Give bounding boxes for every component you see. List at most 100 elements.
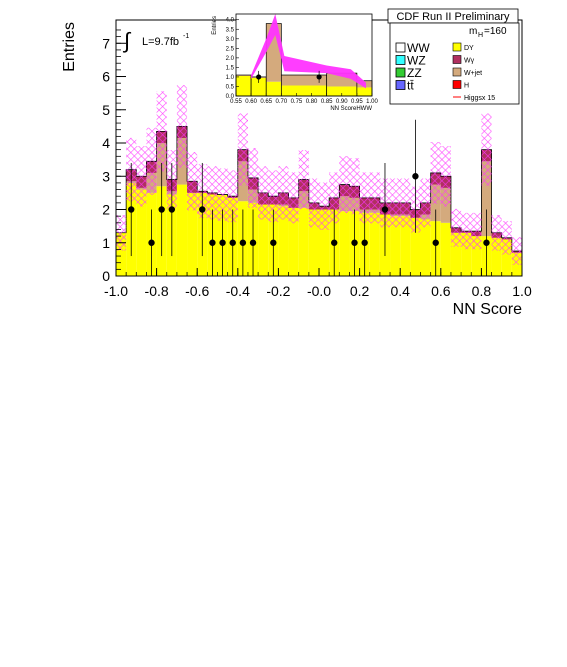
data-point: [128, 206, 135, 213]
y-tick-label: 7: [102, 35, 110, 51]
dy-bar: [258, 204, 269, 276]
inset-uncertainty-band: [251, 14, 366, 89]
data-point: [483, 239, 490, 246]
data-point: [168, 206, 176, 213]
dy-bar: [440, 222, 451, 276]
y-tick-label: 1: [102, 235, 110, 251]
x-tick-label: 0.6: [431, 283, 451, 299]
x-tick-label: -0.0: [307, 283, 331, 299]
y-tick-label: 5: [102, 102, 110, 118]
luminosity-exponent: -1: [183, 33, 189, 40]
inset-y-tick-label: 1.5: [226, 65, 235, 71]
inset-dy-bar: [326, 86, 357, 96]
inset-x-tick-label: 0.60: [245, 99, 257, 105]
integral-symbol: ∫: [122, 28, 132, 53]
data-point: [432, 239, 439, 246]
dy-bar: [410, 217, 421, 276]
x-tick-label: 0.8: [472, 283, 492, 299]
legend-swatch: [395, 55, 406, 65]
inset-y-tick-label: 2.0: [226, 56, 235, 62]
mass-subscript: H: [478, 32, 483, 39]
data-point: [199, 206, 206, 213]
x-tick-label: -0.6: [185, 283, 209, 299]
dy-bar: [339, 211, 350, 276]
data-point: [219, 239, 226, 246]
inset-x-tick-label: 0.80: [306, 99, 318, 105]
data-point: [158, 206, 165, 213]
chart-title: CDF Run II Preliminary: [396, 11, 510, 23]
dy-bar: [298, 207, 309, 276]
inset-dy-bar: [236, 75, 252, 96]
dy-bar: [420, 219, 431, 276]
dy-bar: [288, 207, 299, 276]
x-axis-label: NN Score: [453, 301, 522, 318]
y-tick-label: 3: [102, 168, 110, 184]
inset-x-tick-label: 0.55: [230, 99, 242, 105]
inset-dy-bar: [281, 85, 327, 96]
y-tick-label: 2: [102, 202, 110, 218]
x-tick-label: 1.0: [512, 283, 532, 299]
data-point: [239, 239, 247, 246]
legend-label: W+jet: [464, 70, 482, 77]
inset-plot: 0.55 0.60 0.65 0.70 0.75 0.80 0.85 0.90 0.95 1.00…: [212, 13, 378, 112]
inset-y-tick-label: 0.5: [226, 84, 235, 90]
inset-y-axis-label: Entries: [212, 16, 218, 35]
data-point: [249, 239, 257, 246]
inset-x-tick-label: 0.65: [260, 99, 272, 105]
inset-x-tick-label: 0.75: [291, 99, 303, 105]
legend-swatch: [452, 42, 462, 52]
dy-bar: [187, 192, 198, 276]
inset-y-tick-label: 3.5: [226, 27, 235, 33]
data-point: [229, 239, 236, 246]
inset-wjet-bar: [281, 75, 327, 86]
y-axis-label: Entries: [61, 22, 78, 72]
y-tick-label: 6: [102, 69, 110, 85]
data-point: [270, 239, 277, 246]
inset-dy-bar: [266, 81, 282, 96]
dy-bar: [176, 184, 188, 276]
inset-x-axis-label: NN ScoreHWW: [330, 106, 372, 112]
inset-frame: [235, 13, 373, 97]
legend-label: ZZ: [407, 66, 422, 80]
dy-bar: [136, 189, 147, 276]
data-point: [412, 173, 419, 180]
dy-bar: [491, 237, 502, 276]
dy-bar: [278, 206, 289, 276]
legend-swatch: [395, 67, 406, 78]
legend-label: WW: [407, 41, 430, 55]
dy-bar: [450, 232, 462, 276]
legend-swatch: [452, 80, 462, 89]
inset-y-tick-label: 2.5: [226, 46, 235, 52]
inset-x-tick-label: 1.00: [366, 99, 378, 105]
legend-label: H: [464, 83, 469, 90]
data-point: [361, 239, 368, 246]
dy-bar: [400, 216, 411, 276]
dy-bar: [319, 209, 330, 276]
inset-y-tick-label: 0.0: [226, 94, 235, 100]
legend-swatch: [395, 80, 406, 90]
inset-dy-bar: [356, 87, 372, 96]
legend-swatch: [395, 42, 406, 53]
x-tick-label: -0.8: [145, 283, 169, 299]
legend-label: DY: [464, 45, 474, 52]
inset-x-tick-label: 0.95: [351, 99, 363, 105]
inset-y-tick-label: 3.0: [226, 37, 235, 43]
dy-bar: [308, 209, 319, 276]
inset-y-tick-label: 1.0: [226, 75, 235, 81]
legend-swatch: [452, 55, 462, 64]
dy-bar: [471, 236, 482, 276]
x-tick-label: -0.2: [266, 283, 290, 299]
legend-swatch: [452, 67, 462, 77]
inset-x-tick-label: 0.85: [321, 99, 333, 105]
data-point: [331, 239, 338, 246]
legend-label: WZ: [407, 54, 426, 68]
legend-label: Higgsx 15: [464, 95, 495, 102]
uncertainty-band: [116, 85, 522, 265]
dy-bar: [390, 216, 401, 276]
data-point: [209, 239, 216, 246]
dy-bar: [461, 232, 472, 276]
inset-x-tick-label: 0.70: [275, 99, 287, 105]
dy-bar: [369, 212, 380, 276]
dy-bar: [501, 239, 512, 276]
